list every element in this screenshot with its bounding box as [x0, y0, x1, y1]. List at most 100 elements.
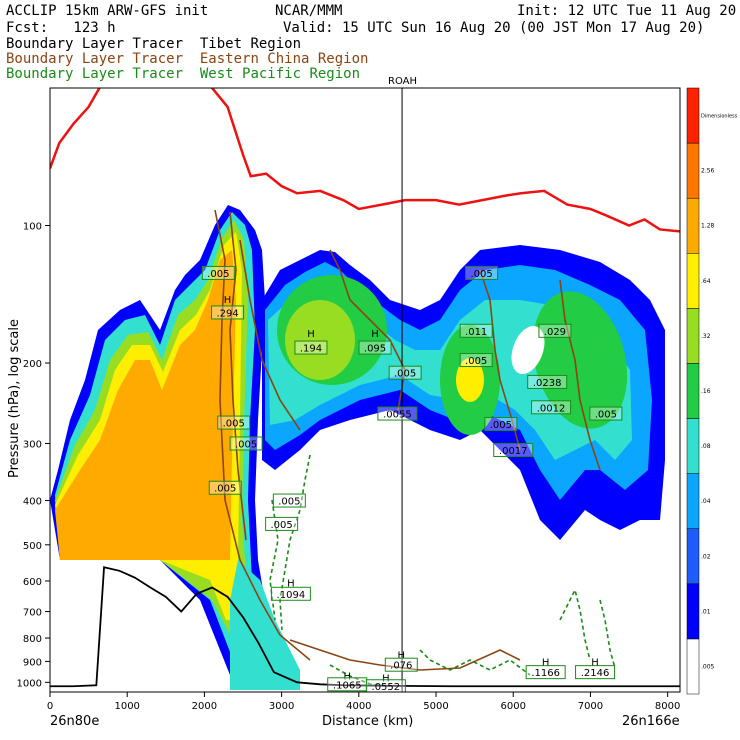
annotation-text: .005	[223, 419, 245, 430]
x-tick-label-6: 6000	[501, 701, 526, 712]
annotation-26: .076	[384, 657, 418, 672]
annotation-box	[459, 353, 493, 368]
annotation-box	[388, 365, 422, 380]
tracer-contour-eastern-china-6	[289, 639, 521, 671]
annotation-box	[531, 400, 572, 415]
legend-eastern-china-region: Eastern China Region	[199, 51, 369, 67]
annotation-6: .095	[358, 340, 392, 355]
y-tick-label-3: 400	[23, 497, 42, 508]
annotation-text: .0552	[372, 682, 401, 693]
annotation-box	[459, 323, 493, 338]
annotation-text: .2146	[581, 668, 610, 679]
annotation-text: H	[542, 657, 550, 668]
annotation-11: .005	[208, 480, 242, 495]
annotation-33: H	[382, 673, 390, 684]
annotation-text: .294	[216, 308, 238, 319]
annotation-17: .029	[538, 323, 572, 338]
x-start-label: 26n80e	[50, 714, 99, 729]
annotation-3: H	[307, 329, 315, 340]
init-label: Init: 12 UTC Tue 11 Aug 20	[517, 3, 737, 19]
field-low-cyan	[230, 560, 300, 690]
x-axis-label: Distance (km)	[322, 714, 413, 729]
annotation-box	[201, 265, 235, 280]
plot-frame	[49, 87, 681, 693]
colorbar-swatch-6	[686, 308, 700, 364]
annotation-2: .294	[211, 305, 245, 320]
tracer-contour-eastern-china-2	[239, 239, 301, 431]
annotation-16: .005	[459, 353, 493, 368]
annotation-text: .029	[544, 327, 566, 338]
colorbar-label-0: .005	[701, 663, 715, 670]
field-yellow-core-b	[456, 358, 484, 402]
annotation-text: .095	[364, 344, 386, 355]
y-tick-label-8: 900	[23, 657, 42, 668]
y-tick-label-9: 1000	[17, 678, 42, 689]
terrain-line	[50, 566, 680, 688]
annotation-27: H	[542, 657, 550, 668]
annotation-text: .005	[278, 497, 300, 508]
annotation-text: .194	[300, 344, 322, 355]
model-title: ACCLIP 15km ARW-GFS init	[6, 3, 209, 19]
x-tick-label-4: 4000	[346, 701, 371, 712]
annotation-box	[538, 323, 572, 338]
annotation-box	[294, 340, 328, 355]
annotation-box	[211, 305, 245, 320]
annotation-box	[272, 493, 306, 508]
annotation-25: H	[398, 651, 406, 662]
annotation-box	[465, 265, 499, 280]
y-tick-label-2: 300	[23, 439, 42, 450]
x-tick-label-0: 0	[47, 701, 53, 712]
colorbar-label-2: .02	[701, 553, 711, 560]
annotation-19: .0012	[531, 400, 572, 415]
y-axis-label: Pressure (hPa), log scale	[7, 319, 22, 478]
forecast-hour: Fcst: 123 h	[6, 20, 116, 36]
annotation-28: .1166	[525, 665, 566, 680]
annotation-box	[229, 436, 263, 451]
colorbar-swatch-10	[686, 87, 700, 144]
annotation-box	[377, 406, 418, 421]
annotation-text: .005	[595, 410, 617, 421]
annotation-32: .1065	[327, 677, 368, 692]
y-tick-label-1: 200	[23, 359, 42, 370]
annotation-30: .2146	[575, 665, 616, 680]
x-tick-label-3: 3000	[269, 701, 294, 712]
annotation-box	[493, 442, 534, 457]
annotation-text: H	[398, 651, 406, 662]
tropopause-line	[50, 88, 680, 233]
legend-eastern-china: Boundary Layer Tracer Eastern China Regi…	[6, 51, 368, 67]
annotation-text: .005	[394, 369, 416, 380]
annotation-7: .005	[388, 365, 422, 380]
annotation-4: .194	[294, 340, 328, 355]
colorbar-label-4: .08	[701, 443, 711, 450]
colorbar-label-10: Dimensionless	[701, 114, 738, 120]
legend-tibet-label: Boundary Layer Tracer	[6, 36, 184, 52]
annotation-box	[525, 665, 566, 680]
annotation-box	[484, 417, 518, 432]
tracer-contour-eastern-china-4	[479, 269, 521, 451]
colorbar-label-5: .16	[701, 388, 711, 395]
y-tick-label-0: 100	[23, 222, 42, 233]
colorbar-swatch-3	[686, 473, 700, 529]
valid-time: Valid: 15 UTC Sun 16 Aug 20 (00 JST Mon …	[283, 20, 705, 36]
annotation-box	[589, 406, 623, 421]
annotation-15: .011	[459, 323, 493, 338]
colorbar-label-1: .01	[701, 608, 711, 615]
annotation-5: H	[371, 329, 379, 340]
annotation-text: H	[371, 329, 379, 340]
colorbar-label-7: .64	[701, 278, 711, 285]
annotation-text: .005	[207, 269, 229, 280]
annotation-9: .005	[217, 415, 251, 430]
field-gap	[511, 325, 545, 375]
annotation-text: .1166	[531, 668, 560, 679]
colorbar-swatch-8	[686, 197, 700, 254]
annotation-box	[527, 374, 568, 389]
legend-tibet: Boundary Layer Tracer Tibet Region	[6, 36, 301, 52]
annotation-29: H	[591, 657, 599, 668]
colorbar-swatch-9	[686, 142, 700, 199]
annotation-34: .0552	[365, 679, 406, 693]
x-end-label: 26n166e	[622, 714, 680, 729]
legend-west-pacific-region: West Pacific Region	[199, 66, 361, 82]
annotation-text: .1094	[277, 590, 306, 601]
annotation-text: H	[307, 329, 315, 340]
